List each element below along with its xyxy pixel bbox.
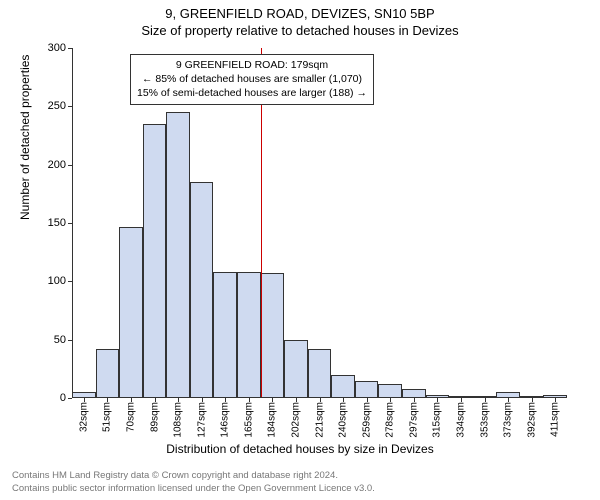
x-tick-mark bbox=[178, 398, 179, 402]
x-tick-mark bbox=[84, 398, 85, 402]
x-tick-mark bbox=[508, 398, 509, 402]
x-tick-label: 392sqm bbox=[526, 402, 537, 438]
x-tick-mark bbox=[155, 398, 156, 402]
annotation-line: ← 85% of detached houses are smaller (1,… bbox=[137, 72, 367, 86]
x-tick-label: 278sqm bbox=[385, 402, 396, 438]
histogram-chart: 05010015020025030032sqm51sqm70sqm89sqm10… bbox=[72, 48, 567, 398]
x-tick-label: 297sqm bbox=[408, 402, 419, 438]
histogram-bar bbox=[308, 349, 332, 398]
footer-attribution: Contains HM Land Registry data © Crown c… bbox=[12, 470, 375, 496]
histogram-bar bbox=[213, 272, 237, 398]
annotation-line: 9 GREENFIELD ROAD: 179sqm bbox=[137, 58, 367, 72]
y-axis-line bbox=[72, 48, 73, 398]
y-tick-label: 100 bbox=[48, 275, 66, 287]
histogram-bar bbox=[378, 384, 402, 398]
x-tick-label: 221sqm bbox=[314, 402, 325, 438]
annotation-box: 9 GREENFIELD ROAD: 179sqm ← 85% of detac… bbox=[130, 54, 374, 105]
x-tick-mark bbox=[131, 398, 132, 402]
x-tick-label: 89sqm bbox=[149, 402, 160, 432]
y-tick-label: 200 bbox=[48, 159, 66, 171]
x-tick-mark bbox=[272, 398, 273, 402]
x-tick-label: 108sqm bbox=[173, 402, 184, 438]
page-subtitle: Size of property relative to detached ho… bbox=[0, 21, 600, 38]
y-tick-label: 300 bbox=[48, 42, 66, 54]
x-tick-mark bbox=[107, 398, 108, 402]
x-tick-label: 411sqm bbox=[550, 402, 561, 437]
x-tick-label: 127sqm bbox=[196, 402, 207, 438]
footer-line: Contains public sector information licen… bbox=[12, 483, 375, 496]
histogram-bar bbox=[261, 273, 285, 398]
x-tick-mark bbox=[555, 398, 556, 402]
x-tick-mark bbox=[367, 398, 368, 402]
histogram-bar bbox=[190, 182, 214, 398]
x-tick-mark bbox=[437, 398, 438, 402]
y-tick-label: 150 bbox=[48, 217, 66, 229]
x-tick-mark bbox=[296, 398, 297, 402]
histogram-bar bbox=[96, 349, 120, 398]
histogram-bar bbox=[355, 381, 379, 399]
x-tick-label: 353sqm bbox=[479, 402, 490, 438]
x-tick-label: 373sqm bbox=[503, 402, 514, 438]
page-title: 9, GREENFIELD ROAD, DEVIZES, SN10 5BP bbox=[0, 0, 600, 21]
histogram-bar bbox=[119, 227, 143, 399]
x-tick-mark bbox=[461, 398, 462, 402]
y-tick-label: 0 bbox=[60, 392, 66, 404]
x-tick-mark bbox=[202, 398, 203, 402]
y-tick-label: 250 bbox=[48, 100, 66, 112]
y-tick-mark bbox=[68, 398, 72, 399]
y-tick-label: 50 bbox=[54, 334, 66, 346]
x-tick-label: 334sqm bbox=[455, 402, 466, 438]
y-axis-label: Number of detached properties bbox=[18, 55, 32, 220]
footer-line: Contains HM Land Registry data © Crown c… bbox=[12, 470, 375, 483]
x-tick-label: 32sqm bbox=[78, 402, 89, 432]
x-tick-label: 202sqm bbox=[290, 402, 301, 438]
x-tick-label: 315sqm bbox=[432, 402, 443, 438]
x-tick-label: 51sqm bbox=[102, 402, 113, 432]
histogram-bar bbox=[143, 124, 167, 398]
x-tick-mark bbox=[390, 398, 391, 402]
histogram-bar bbox=[237, 272, 261, 398]
histogram-bar bbox=[284, 340, 308, 398]
x-tick-label: 70sqm bbox=[125, 402, 136, 432]
x-tick-mark bbox=[249, 398, 250, 402]
x-tick-label: 165sqm bbox=[243, 402, 254, 438]
histogram-bar bbox=[331, 375, 355, 398]
x-tick-mark bbox=[532, 398, 533, 402]
x-tick-mark bbox=[320, 398, 321, 402]
x-tick-mark bbox=[485, 398, 486, 402]
annotation-line: 15% of semi-detached houses are larger (… bbox=[137, 86, 367, 100]
x-axis-label: Distribution of detached houses by size … bbox=[0, 442, 600, 456]
histogram-bar bbox=[166, 112, 190, 398]
x-tick-label: 259sqm bbox=[361, 402, 372, 438]
x-tick-mark bbox=[225, 398, 226, 402]
x-axis-line bbox=[72, 397, 567, 398]
x-tick-label: 146sqm bbox=[220, 402, 231, 438]
x-tick-label: 184sqm bbox=[267, 402, 278, 438]
x-tick-mark bbox=[414, 398, 415, 402]
x-tick-mark bbox=[343, 398, 344, 402]
x-tick-label: 240sqm bbox=[338, 402, 349, 438]
